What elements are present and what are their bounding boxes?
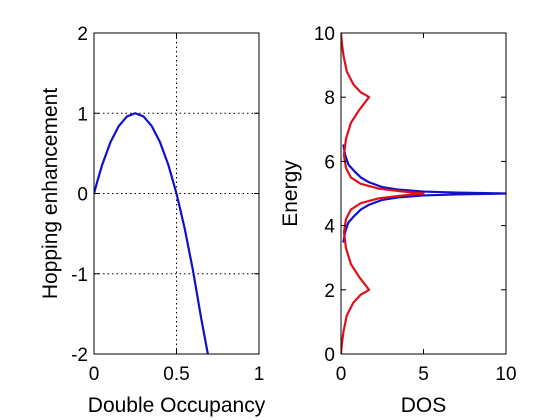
- y-tick-label: -1: [71, 265, 88, 286]
- x-tick-label: 1: [254, 364, 265, 385]
- y-tick-label: 6: [324, 152, 335, 173]
- y-tick-label: 10: [314, 24, 335, 45]
- y-tick-label: 1: [77, 104, 88, 125]
- series-line-0: [342, 144, 506, 243]
- y-tick-label: -2: [71, 345, 88, 366]
- y-tick-label: 4: [324, 217, 335, 238]
- left-panel-hopping-enhancement: 0 0.5 1 -2 -1 0 1 2 Double Occupancy Hopping enha…: [39, 24, 266, 417]
- y-tick-label: 8: [324, 88, 335, 109]
- y-tick-label: 2: [324, 281, 335, 302]
- y-tick-label: 0: [77, 185, 88, 206]
- x-tick-label: 5: [418, 364, 429, 385]
- y-axis-label: Hopping enhancement: [39, 88, 62, 299]
- x-tick-label: 0: [89, 364, 100, 385]
- y-axis-label: Energy: [279, 160, 302, 227]
- x-tick-label: 10: [495, 364, 516, 385]
- x-axis-label: Double Occupancy: [88, 394, 266, 417]
- right-panel-energy-dos: 0 5 10 0 2 4 6 8 10 DOS Energy: [279, 24, 517, 417]
- series-line-0: [94, 112, 209, 354]
- y-tick-label: 0: [324, 345, 335, 366]
- x-axis-label: DOS: [401, 394, 447, 417]
- x-tick-label: 0: [336, 364, 347, 385]
- x-tick-label: 0.5: [163, 364, 189, 385]
- y-tick-label: 2: [77, 24, 88, 45]
- series-line-1: [341, 33, 425, 354]
